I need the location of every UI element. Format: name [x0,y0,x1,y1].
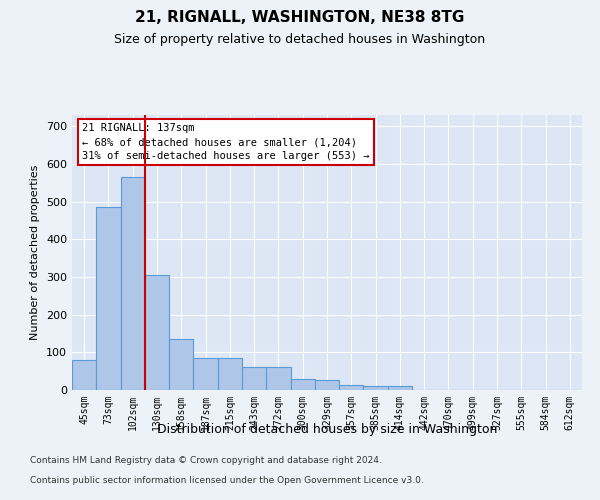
Bar [218,358,242,390]
Bar [315,380,339,390]
Bar [339,386,364,390]
Bar [388,386,412,390]
Text: 21 RIGNALL: 137sqm
← 68% of detached houses are smaller (1,204)
31% of semi-deta: 21 RIGNALL: 137sqm ← 68% of detached hou… [82,123,370,161]
Bar [266,366,290,390]
Bar [96,208,121,390]
Bar [72,360,96,390]
Bar [193,358,218,390]
Text: Contains HM Land Registry data © Crown copyright and database right 2024.: Contains HM Land Registry data © Crown c… [30,456,382,465]
Text: Size of property relative to detached houses in Washington: Size of property relative to detached ho… [115,32,485,46]
Bar [290,378,315,390]
Bar [145,275,169,390]
Bar [364,386,388,390]
Text: Contains public sector information licensed under the Open Government Licence v3: Contains public sector information licen… [30,476,424,485]
Text: Distribution of detached houses by size in Washington: Distribution of detached houses by size … [157,422,497,436]
Text: 21, RIGNALL, WASHINGTON, NE38 8TG: 21, RIGNALL, WASHINGTON, NE38 8TG [136,10,464,25]
Bar [121,177,145,390]
Bar [242,366,266,390]
Y-axis label: Number of detached properties: Number of detached properties [31,165,40,340]
Bar [169,339,193,390]
